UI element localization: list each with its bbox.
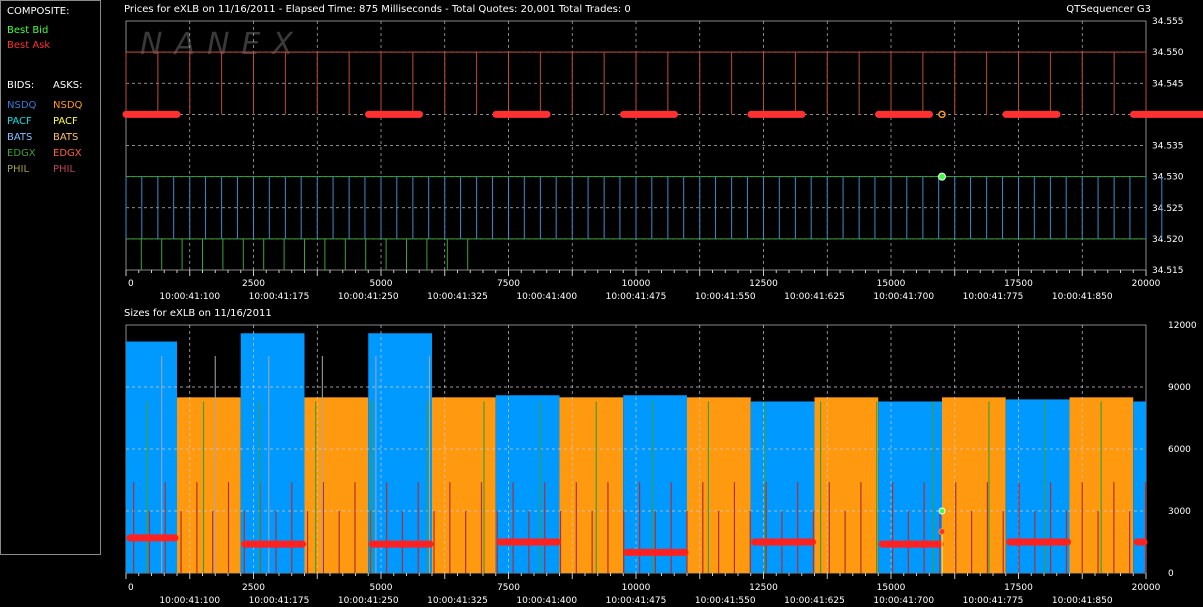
best-ask-marker	[938, 110, 946, 119]
size-x-tick-label: 12500	[749, 583, 778, 593]
price-time-label: 10:00:41:100	[159, 292, 220, 302]
legend-best-ask: Best Ask	[7, 40, 51, 51]
legend-ask-nsdq: NSDQ	[53, 100, 83, 111]
size-time-label: 10:00:41:475	[606, 596, 667, 606]
legend-ask-phil: PHIL	[53, 164, 76, 175]
price-y-tick-label: 34.555	[1152, 17, 1184, 27]
size-y-tick-label: 9000	[1168, 383, 1191, 393]
size-time-label: 10:00:41:700	[873, 596, 934, 606]
legend-bid-edgx: EDGX	[7, 148, 36, 159]
bid-size-area	[240, 333, 305, 573]
size-y-tick-label: 3000	[1168, 507, 1191, 517]
price-y-tick-label: 34.520	[1152, 235, 1184, 245]
bid-size-area	[368, 333, 432, 573]
price-y-tick-label: 34.550	[1152, 48, 1184, 58]
legend-ask-bats: BATS	[53, 132, 79, 143]
price-time-label: 10:00:41:850	[1052, 292, 1113, 302]
size-x-tick-label: 2500	[242, 583, 265, 593]
legend-composite-label: COMPOSITE:	[7, 6, 70, 17]
legend-asks-label: ASKS:	[53, 80, 83, 91]
size-time-label: 10:00:41:175	[249, 596, 310, 606]
bid-spikes	[140, 238, 469, 270]
size-time-label: 10:00:41:325	[427, 596, 488, 606]
ask-size-area	[304, 397, 369, 573]
size-y-tick-label: 6000	[1168, 445, 1191, 455]
price-time-label: 10:00:41:475	[606, 292, 667, 302]
price-time-label: 10:00:41:175	[249, 292, 310, 302]
ask-size-area	[559, 397, 624, 573]
ask-size-area	[432, 397, 496, 573]
legend-bids-label: BIDS:	[7, 80, 35, 91]
size-time-label: 10:00:41:550	[695, 596, 756, 606]
bid-size-area	[750, 401, 815, 573]
price-y-tick-label: 34.530	[1152, 173, 1184, 183]
size-time-label: 10:00:41:850	[1052, 596, 1113, 606]
price-x-tick-label: 15000	[877, 279, 906, 289]
size-time-label: 10:00:41:625	[784, 596, 845, 606]
price-time-label: 10:00:41:400	[516, 292, 577, 302]
price-x-tick-label: 17500	[1004, 279, 1033, 289]
price-chart: NANEX34.55534.55034.54534.54034.53534.53…	[122, 17, 1203, 302]
size-x-tick-label: 5000	[370, 583, 393, 593]
app-name: QTSequencer G3	[1066, 4, 1151, 15]
price-time-label: 10:00:41:775	[963, 292, 1024, 302]
price-x-tick-label: 7500	[497, 279, 520, 289]
price-x-tick-label: 10000	[622, 279, 651, 289]
size-x-tick-label: 10000	[622, 583, 651, 593]
best-bid-marker	[938, 172, 946, 181]
price-y-tick-label: 34.515	[1152, 266, 1184, 276]
ask-size-area	[814, 397, 879, 573]
price-time-label: 10:00:41:700	[873, 292, 934, 302]
legend-bid-pacf: PACF	[7, 116, 32, 127]
ask-quote-steps	[125, 52, 1147, 115]
prices-chart-title: Prices for eXLB on 11/16/2011 - Elapsed …	[124, 4, 631, 15]
size-x-tick-label: 7500	[497, 583, 520, 593]
size-time-label: 10:00:41:400	[516, 596, 577, 606]
price-time-label: 10:00:41:550	[695, 292, 756, 302]
legend-ask-pacf: PACF	[53, 116, 78, 127]
other-update-lines	[161, 356, 430, 573]
size-y-tick-label: 0	[1168, 569, 1174, 579]
price-time-label: 10:00:41:325	[427, 292, 488, 302]
size-time-label: 10:00:41:250	[338, 596, 399, 606]
price-x-tick-label: 2500	[242, 279, 265, 289]
size-x-tick-label: 0	[128, 583, 134, 593]
legend-bid-bats: BATS	[7, 132, 33, 143]
bid-size-area	[495, 395, 560, 573]
ask-size-area	[942, 397, 1006, 573]
legend-ask-edgx: EDGX	[53, 148, 82, 159]
size-x-tick-label: 17500	[1004, 583, 1033, 593]
price-time-label: 10:00:41:250	[338, 292, 399, 302]
price-y-tick-label: 34.535	[1152, 142, 1184, 152]
legend-best-bid: Best Bid	[7, 25, 49, 36]
legend-bid-nsdq: NSDQ	[7, 100, 37, 111]
size-x-tick-label: 20000	[1132, 583, 1161, 593]
bid-size-area	[1133, 401, 1146, 573]
bid-size-area	[1005, 399, 1070, 573]
price-x-tick-label: 0	[128, 279, 134, 289]
size-y-tick-label: 12000	[1168, 321, 1197, 331]
bid-quote-steps	[125, 176, 1163, 239]
price-time-label: 10:00:41:625	[784, 292, 845, 302]
legend-panel: COMPOSITE: Best Bid Best Ask BIDS: ASKS:…	[0, 0, 101, 555]
best-ask-size-marker	[938, 528, 946, 536]
price-x-tick-label: 5000	[370, 279, 393, 289]
ask-size-area	[177, 397, 241, 573]
size-x-tick-label: 15000	[877, 583, 906, 593]
price-x-tick-label: 20000	[1132, 279, 1161, 289]
size-time-label: 10:00:41:775	[963, 596, 1024, 606]
sizes-chart-title: Sizes for eXLB on 11/16/2011	[124, 308, 272, 319]
legend-bid-phil: PHIL	[7, 164, 30, 175]
best-bid-size-marker	[938, 507, 946, 515]
watermark-logo: NANEX	[140, 27, 305, 62]
bid-update-lines	[146, 401, 1102, 573]
price-y-tick-label: 34.525	[1152, 204, 1184, 214]
price-y-tick-label: 34.545	[1152, 79, 1184, 89]
price-x-tick-label: 12500	[749, 279, 778, 289]
size-time-label: 10:00:41:100	[159, 596, 220, 606]
